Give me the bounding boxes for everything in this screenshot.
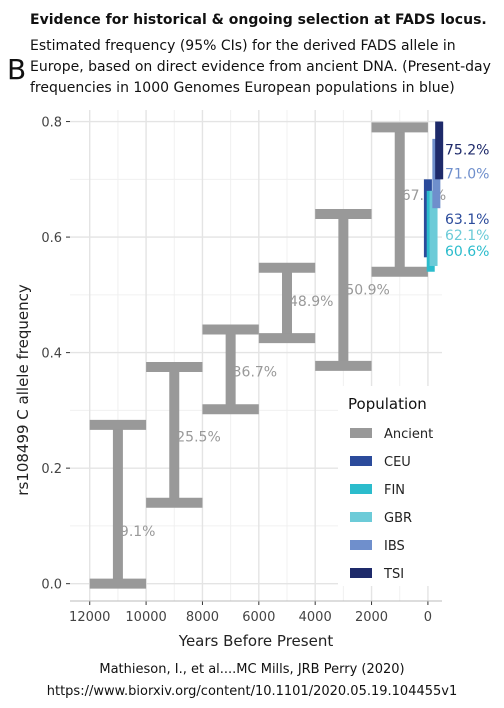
ancient-estimate-label: 36.7% (233, 365, 277, 381)
x-tick-label: 6000 (242, 610, 275, 625)
frequency-chart: 9.1%25.5%36.7%48.9%50.9%67.3%75.2%71.0%6… (14, 110, 489, 650)
subtitle-line-1: Estimated frequency (95% CIs) for the de… (30, 38, 456, 54)
legend: Population Ancient CEU FIN GBR IBS TSI (338, 386, 454, 586)
ancient-errorbar (202, 324, 259, 415)
y-tick-label: 0.2 (41, 462, 62, 477)
citation-authors: Mathieson, I., et al....MC Mills, JRB Pe… (99, 662, 405, 677)
x-tick-label: 0 (424, 610, 432, 625)
y-tick-label: 0.8 (41, 116, 62, 131)
mark-layer: 9.1%25.5%36.7%48.9%50.9%67.3%75.2%71.0%6… (89, 121, 489, 589)
y-tick-label: 0.0 (41, 578, 62, 593)
figure-title: Evidence for historical & ongoing select… (30, 12, 487, 28)
legend-swatch-ancient (350, 428, 372, 438)
ancient-estimate-label: 50.9% (345, 283, 389, 299)
x-tick-label: 10000 (125, 610, 166, 625)
citation-url[interactable]: https://www.biorxiv.org/content/10.1101/… (46, 684, 458, 699)
modern-estimate-label: 60.6% (445, 244, 489, 260)
x-tick-label: 4000 (299, 610, 332, 625)
y-tick-label: 0.4 (41, 347, 62, 362)
x-axis-title: Years Before Present (178, 632, 334, 650)
legend-swatch-ibs (350, 540, 372, 550)
subtitle-line-2: Europe, based on direct evidence from an… (30, 59, 491, 75)
ancient-estimate-label: 9.1% (120, 524, 156, 540)
ancient-estimate-label: 25.5% (176, 429, 220, 445)
ancient-errorbar (146, 362, 203, 508)
legend-swatch-ceu (350, 456, 372, 466)
x-tick-label: 8000 (186, 610, 219, 625)
x-tick-label: 2000 (355, 610, 388, 625)
ancient-estimate-label: 48.9% (289, 294, 333, 310)
ancient-errorbar (315, 208, 372, 371)
y-tick-label: 0.6 (41, 231, 62, 246)
legend-title: Population (348, 395, 427, 413)
legend-swatch-gbr (350, 512, 372, 522)
grid-layer (70, 110, 442, 601)
legend-label-tsi: TSI (383, 567, 404, 582)
x-tick-label: 12000 (69, 610, 110, 625)
subtitle-line-3: frequencies in 1000 Genomes European pop… (30, 80, 455, 96)
modern-bar-tsi (435, 121, 444, 180)
ancient-errorbar (89, 419, 147, 589)
modern-bar-gbr (429, 190, 438, 266)
modern-estimate-label: 62.1% (445, 228, 489, 244)
legend-label-gbr: GBR (384, 511, 412, 526)
y-axis-title: rs108499 C allele frequency (14, 284, 32, 496)
legend-swatch-fin (350, 484, 372, 494)
axis-layer: Years Before Present rs108499 C allele f… (14, 116, 442, 650)
panel-letter: B (7, 53, 27, 86)
legend-swatch-tsi (350, 568, 372, 578)
ancient-errorbar (371, 122, 428, 277)
modern-estimate-label: 71.0% (445, 167, 489, 183)
legend-label-ancient: Ancient (384, 427, 433, 442)
ancient-errorbar (258, 262, 316, 344)
legend-label-fin: FIN (384, 483, 405, 498)
legend-label-ceu: CEU (384, 455, 411, 470)
modern-estimate-label: 75.2% (445, 142, 489, 158)
legend-label-ibs: IBS (384, 539, 405, 554)
modern-estimate-label: 63.1% (445, 212, 489, 228)
